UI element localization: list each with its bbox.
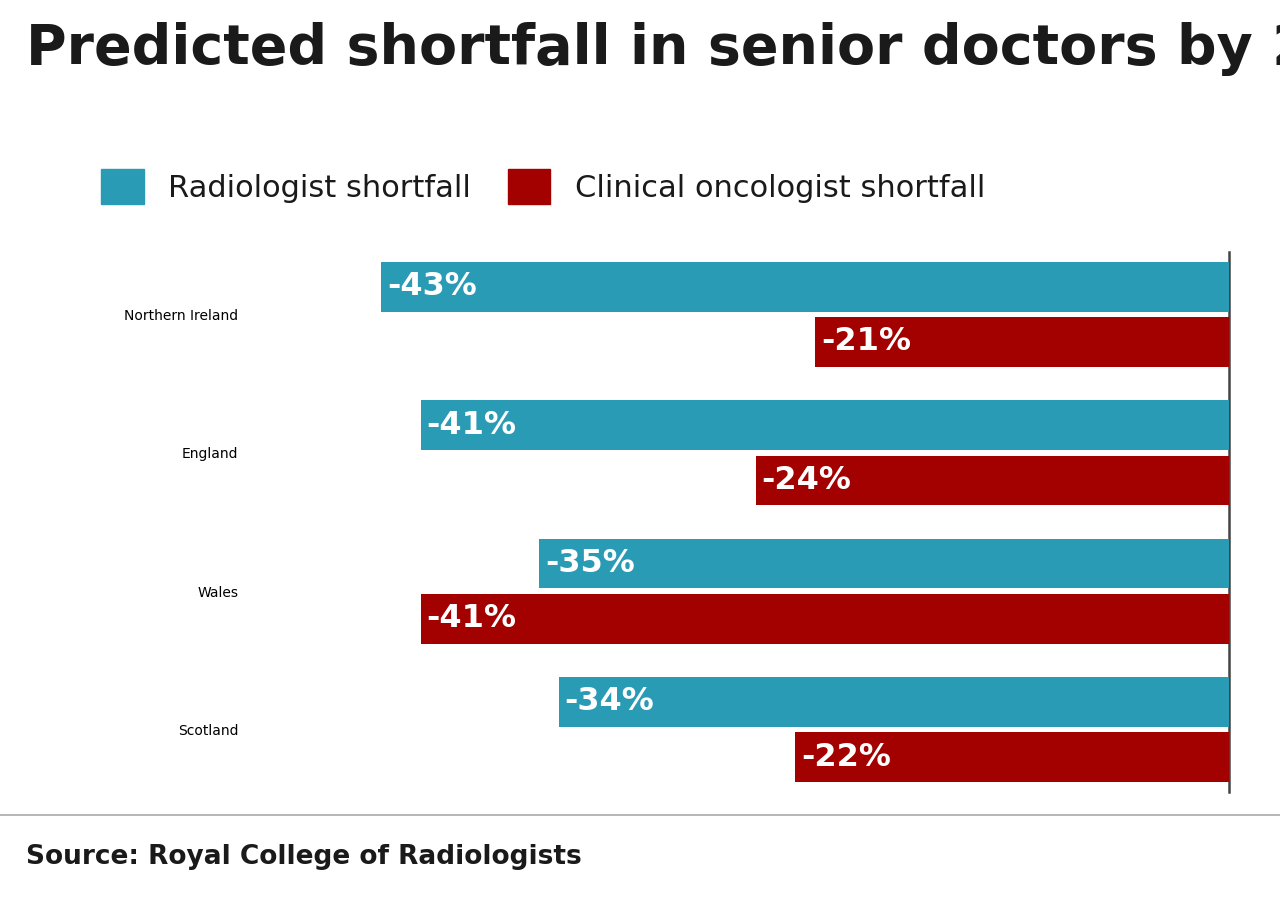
Text: -41%: -41% — [426, 410, 517, 441]
Text: -22%: -22% — [801, 742, 891, 773]
Bar — [795, 733, 1229, 782]
Text: C: C — [1220, 850, 1238, 874]
Text: B: B — [1165, 850, 1183, 874]
Text: -24%: -24% — [762, 465, 851, 496]
Text: -21%: -21% — [820, 327, 911, 357]
Text: B: B — [1110, 850, 1128, 874]
Text: -41%: -41% — [426, 603, 517, 634]
Bar — [381, 262, 1229, 311]
Bar — [421, 400, 1229, 450]
Text: -43%: -43% — [387, 271, 477, 302]
Text: -35%: -35% — [545, 548, 635, 579]
Text: Predicted shortfall in senior doctors by 2027: Predicted shortfall in senior doctors by… — [26, 22, 1280, 76]
Bar — [539, 538, 1229, 589]
Bar — [558, 677, 1229, 727]
Bar — [421, 594, 1229, 644]
Text: Source: Royal College of Radiologists: Source: Royal College of Radiologists — [26, 844, 581, 869]
Bar — [755, 455, 1229, 506]
Bar — [815, 317, 1229, 367]
Text: -34%: -34% — [564, 687, 654, 717]
Legend: Radiologist shortfall, Clinical oncologist shortfall: Radiologist shortfall, Clinical oncologi… — [101, 169, 986, 204]
